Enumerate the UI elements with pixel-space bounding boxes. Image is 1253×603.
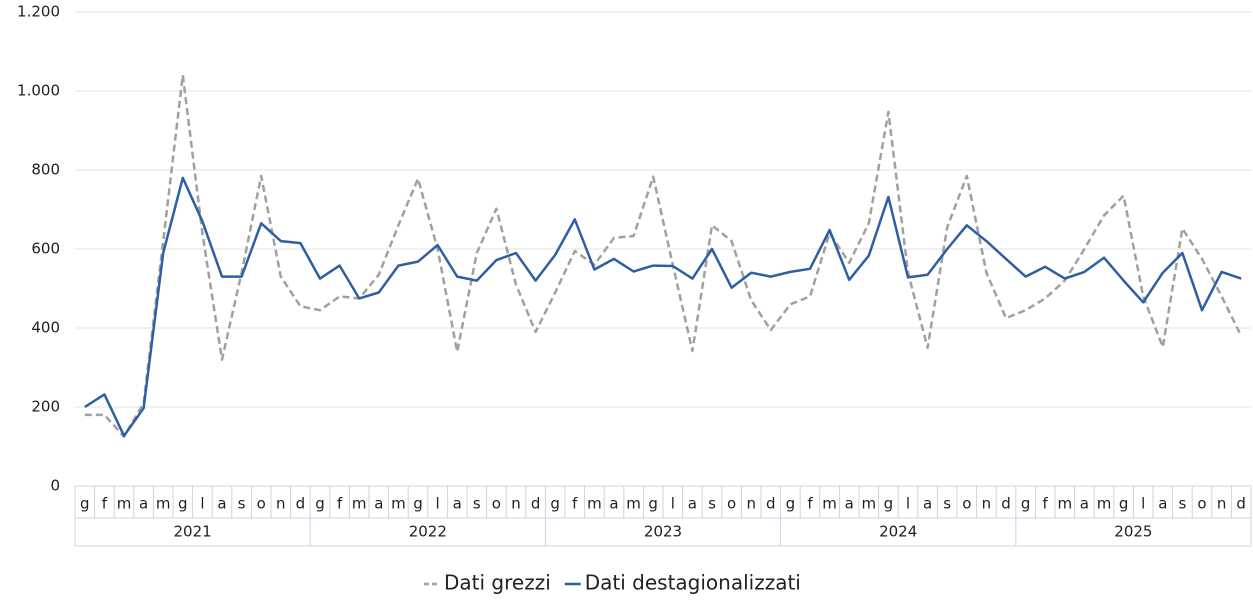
- x-tick-label: a: [688, 495, 697, 513]
- y-tick-label: 0: [50, 477, 60, 495]
- x-tick-label: g: [315, 495, 325, 513]
- x-tick-label: d: [531, 495, 541, 513]
- x-tick-label: d: [296, 495, 306, 513]
- x-tick-label: n: [746, 495, 756, 513]
- x-tick-label: m: [117, 495, 132, 513]
- x-group-label: 2025: [1114, 523, 1152, 541]
- x-tick-label: m: [626, 495, 641, 513]
- x-tick-label: g: [178, 495, 188, 513]
- x-tick-label: s: [708, 495, 716, 513]
- x-tick-label: g: [413, 495, 423, 513]
- x-tick-label: o: [1197, 495, 1206, 513]
- x-tick-label: g: [786, 495, 796, 513]
- x-tick-label: n: [1217, 495, 1227, 513]
- x-tick-label: a: [453, 495, 462, 513]
- x-tick-label: g: [1119, 495, 1129, 513]
- x-tick-label: s: [1178, 495, 1186, 513]
- y-tick-label: 1.200: [17, 3, 60, 21]
- x-tick-label: f: [1043, 495, 1049, 513]
- x-tick-label: s: [473, 495, 481, 513]
- x-tick-label: m: [391, 495, 406, 513]
- x-tick-label: o: [492, 495, 501, 513]
- x-group-label: 2022: [409, 523, 447, 541]
- x-tick-label: l: [200, 495, 204, 513]
- y-tick-label: 800: [31, 161, 60, 179]
- x-tick-label: s: [238, 495, 246, 513]
- x-group-label: 2021: [174, 523, 212, 541]
- x-tick-label: m: [861, 495, 876, 513]
- x-tick-label: n: [982, 495, 992, 513]
- legend-label: Dati destagionalizzati: [585, 571, 801, 595]
- x-tick-label: a: [1158, 495, 1167, 513]
- x-tick-label: l: [1141, 495, 1145, 513]
- x-tick-label: l: [671, 495, 675, 513]
- series-line: [84, 176, 1242, 438]
- legend-label: Dati grezzi: [444, 571, 551, 595]
- x-tick-label: n: [511, 495, 521, 513]
- x-tick-label: a: [217, 495, 226, 513]
- x-group-label: 2024: [879, 523, 917, 541]
- x-tick-label: f: [102, 495, 108, 513]
- x-tick-label: g: [648, 495, 658, 513]
- x-tick-label: d: [766, 495, 776, 513]
- x-tick-label: a: [139, 495, 148, 513]
- x-tick-label: o: [962, 495, 971, 513]
- x-tick-label: a: [374, 495, 383, 513]
- x-tick-label: n: [276, 495, 286, 513]
- x-tick-label: a: [845, 495, 854, 513]
- x-tick-label: f: [572, 495, 578, 513]
- x-tick-label: s: [943, 495, 951, 513]
- x-tick-label: l: [436, 495, 440, 513]
- y-tick-label: 1.000: [17, 82, 60, 100]
- x-tick-label: f: [337, 495, 343, 513]
- x-tick-label: g: [884, 495, 894, 513]
- x-tick-label: m: [822, 495, 837, 513]
- y-tick-label: 200: [31, 398, 60, 416]
- legend: Dati grezzi Dati destagionalizzati: [424, 571, 801, 595]
- x-tick-label: m: [1097, 495, 1112, 513]
- y-tick-label: 600: [31, 240, 60, 258]
- x-tick-label: o: [257, 495, 266, 513]
- x-tick-label: l: [906, 495, 910, 513]
- x-tick-label: a: [609, 495, 618, 513]
- x-tick-label: o: [727, 495, 736, 513]
- x-tick-label: m: [587, 495, 602, 513]
- x-tick-label: m: [1057, 495, 1072, 513]
- series-line: [84, 73, 1243, 438]
- x-tick-label: g: [1021, 495, 1031, 513]
- x-tick-label: g: [550, 495, 560, 513]
- x-tick-label: g: [80, 495, 90, 513]
- x-tick-label: m: [352, 495, 367, 513]
- x-tick-label: d: [1236, 495, 1246, 513]
- x-tick-label: a: [923, 495, 932, 513]
- y-tick-label: 400: [31, 319, 60, 337]
- x-tick-label: f: [807, 495, 813, 513]
- x-tick-label: d: [1001, 495, 1011, 513]
- x-tick-label: a: [1080, 495, 1089, 513]
- x-group-label: 2023: [644, 523, 682, 541]
- x-tick-label: m: [156, 495, 171, 513]
